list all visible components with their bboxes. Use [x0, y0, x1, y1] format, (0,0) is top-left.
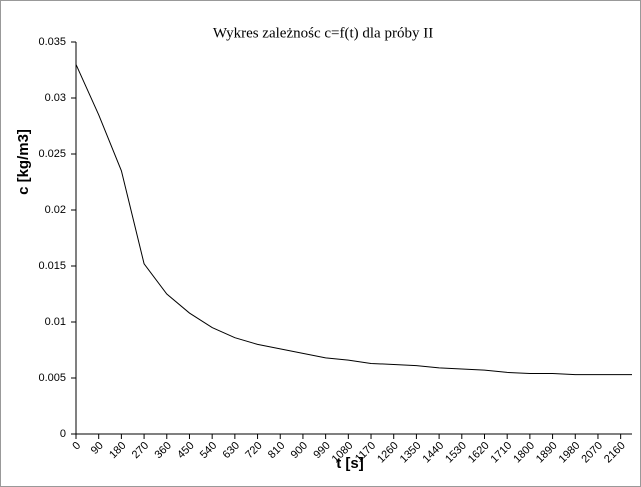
y-tick-label: 0.03: [45, 92, 66, 104]
data-line: [75, 64, 632, 376]
y-tick-label: 0.035: [38, 36, 66, 48]
y-tick-label: 0: [60, 428, 66, 440]
y-axis-label: c [kg/m3]: [15, 129, 32, 195]
y-tick-label: 0.015: [38, 260, 66, 272]
y-tick-label: 0.005: [38, 372, 66, 384]
y-tick-label: 0.01: [45, 316, 66, 328]
y-tick-label: 0.02: [45, 204, 66, 216]
chart-title: Wykres zależnośc c=f(t) dla próby II: [213, 25, 433, 41]
x-axis-label: t [s]: [336, 455, 364, 472]
y-tick-label: 0.025: [38, 148, 66, 160]
